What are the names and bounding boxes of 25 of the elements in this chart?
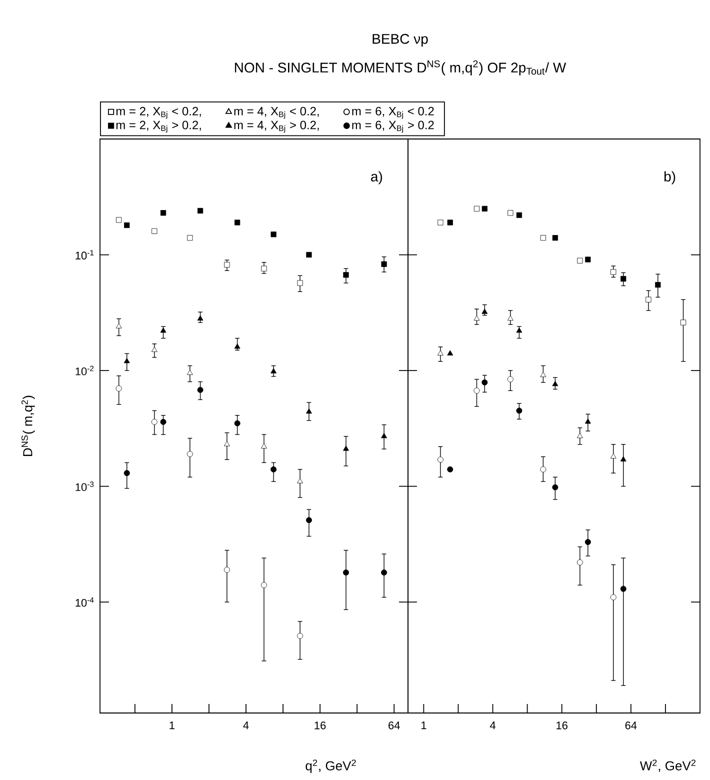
x-tick-label: 1 (170, 722, 174, 730)
legend-label: m = 6, X$_{Bj}$ < 0.2 (352, 106, 434, 119)
y-tick-label: 10$^{-1}$ (76, 250, 94, 260)
chart-title: BEBC νp (372, 34, 428, 47)
y-axis-title: D$^{NS}$( m,q$^{2}$) (21, 396, 35, 456)
x-tick-label: 64 (625, 722, 637, 730)
y-tick-label: 10$^{-3}$ (76, 482, 94, 492)
x-tick-label: 1 (421, 722, 426, 730)
annotation: a) (371, 171, 382, 184)
legend-label: m = 2, X$_{Bj}$ < 0.2, (116, 106, 201, 119)
legend-label: m = 6, X$_{Bj}$ > 0.2 (352, 120, 434, 133)
x-tick-label: 16 (314, 722, 326, 730)
legend-label: m = 4, X$_{Bj}$ > 0.2, (234, 120, 319, 133)
x-tick-label: 64 (388, 722, 400, 730)
x-axis-title: W$^{2}$, GeV$^{2}$ (640, 760, 696, 772)
x-axis-title: q$^{2}$, GeV$^{2}$ (306, 760, 356, 773)
x-tick-label: 4 (243, 722, 249, 730)
legend-label: m = 4, X$_{Bj}$ < 0.2, (234, 106, 319, 119)
annotation: b) (664, 171, 676, 184)
x-tick-label: 16 (556, 722, 568, 730)
x-tick-label: 4 (490, 722, 496, 730)
legend-label: m = 2, X$_{Bj}$ > 0.2, (116, 120, 201, 133)
y-tick-label: 10$^{-2}$ (76, 366, 94, 376)
y-tick-label: 10$^{-4}$ (76, 597, 94, 607)
chart-subtitle: NON - SINGLET MOMENTS D$^{NS}$( m,q$^{2}$) OF 2p$_{Tout}$/ W (234, 60, 566, 76)
